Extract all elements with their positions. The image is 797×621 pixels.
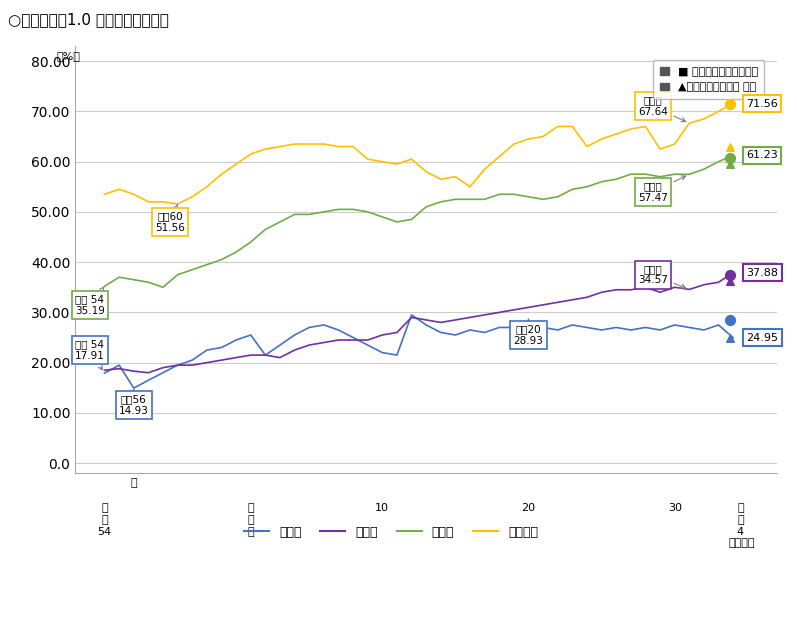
Point (724, 333, 736, 343)
Point (724, 159, 736, 169)
Point (724, 153, 736, 163)
Text: 71.56: 71.56 (746, 99, 778, 109)
Point (724, 270, 736, 279)
Point (724, 142, 736, 152)
Text: 平成20
28.93: 平成20 28.93 (513, 319, 544, 346)
Text: 昭和56
14.93: 昭和56 14.93 (119, 389, 149, 416)
Text: 10: 10 (375, 504, 389, 514)
Text: 令和元
57.47: 令和元 57.47 (638, 176, 685, 202)
Point (724, 315, 736, 325)
Point (724, 99, 736, 109)
Text: 昭和 54
17.91: 昭和 54 17.91 (75, 339, 105, 369)
Text: ○「裸眼視力1.0 未満の者」の割合: ○「裸眼視力1.0 未満の者」の割合 (8, 12, 169, 27)
Text: 令
和
4: 令 和 4 (737, 504, 744, 537)
Text: 昭和60
51.56: 昭和60 51.56 (155, 205, 185, 233)
Text: 昭
和
54: 昭 和 54 (97, 504, 112, 537)
Text: 61.23: 61.23 (746, 150, 778, 160)
Text: 37.88: 37.88 (746, 268, 779, 278)
Text: 令和元
67.64: 令和元 67.64 (638, 96, 685, 122)
Text: （年度）: （年度） (728, 538, 755, 548)
Text: ～: ～ (131, 478, 137, 488)
Text: 昭和 54
35.19: 昭和 54 35.19 (75, 288, 105, 315)
Point (724, 276, 736, 286)
Text: 30: 30 (668, 504, 681, 514)
Text: 24.95: 24.95 (746, 333, 779, 343)
Legend: 幼稚園, 小学校, 中学校, 高等学校: 幼稚園, 小学校, 中学校, 高等学校 (239, 521, 543, 544)
Text: 20: 20 (521, 504, 536, 514)
Text: （%）: （%） (56, 51, 80, 61)
Text: 令和元
34.57: 令和元 34.57 (638, 264, 685, 288)
Text: 平
成
元: 平 成 元 (247, 504, 254, 537)
